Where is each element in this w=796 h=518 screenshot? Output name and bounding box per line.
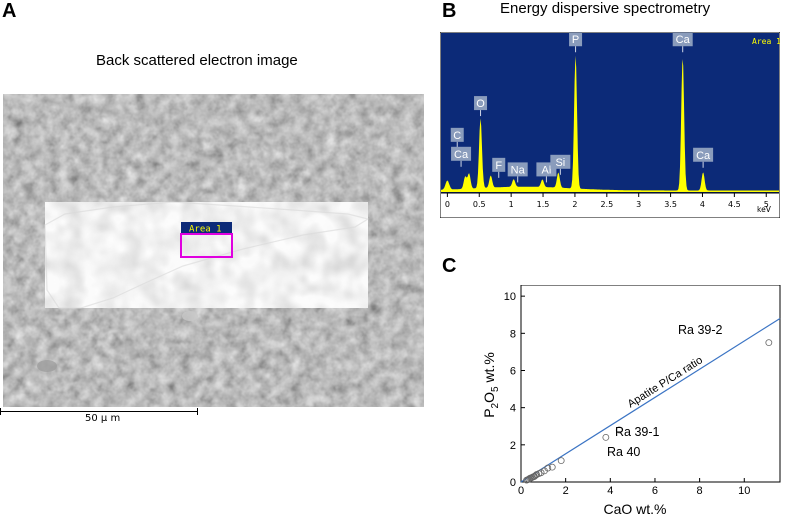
annotation-ra-39-1: Ra 39-1 <box>615 425 660 439</box>
scatter-ylabel: P2O5 wt.% <box>481 352 501 418</box>
eds-peak-label: Ca <box>676 34 691 46</box>
scatter-point <box>602 433 610 441</box>
eds-peak-label-box <box>569 32 583 47</box>
scale-label: 50 μ m <box>85 413 121 424</box>
eds-xtick-label: 2.5 <box>600 200 613 209</box>
scatter-ytick-label: 4 <box>510 403 516 415</box>
eds-peak-label: O <box>476 98 485 110</box>
eds-xunit: keV <box>757 205 772 214</box>
scatter-xtick-label: 6 <box>652 485 658 497</box>
scatter-point <box>523 476 530 484</box>
scatter-ytick-label: 10 <box>504 291 516 303</box>
eds-xtick-label: 3.5 <box>664 200 677 209</box>
scatter-ytick-label: 6 <box>510 365 516 377</box>
eds-peak-label-box <box>492 157 506 172</box>
eds-xtick-label: 1 <box>509 200 514 209</box>
annotation-ra-40: Ra 40 <box>607 445 640 459</box>
scatter-xtick-label: 8 <box>697 485 703 497</box>
eds-peak-label-box <box>474 96 488 111</box>
eds-xtick-label: 5 <box>764 200 769 209</box>
eds-peak-label-box <box>693 147 714 162</box>
scatter-ytick-label: 2 <box>510 440 516 452</box>
area-1-label: Area 1 <box>189 225 222 235</box>
eds-peak-label: Ca <box>454 149 469 161</box>
scatter-xtick-label: 0 <box>518 485 524 497</box>
scale-bar <box>0 411 198 412</box>
eds-peak-label-box <box>451 146 472 161</box>
area-1-label-box <box>181 222 232 234</box>
eds-area-label: Area 1 <box>752 37 780 46</box>
scatter-point <box>557 457 565 465</box>
apatite-ratio-label: Apatite P/Ca ratio <box>626 354 705 410</box>
eds-peak-label: F <box>495 160 502 172</box>
eds-peak-label: Al <box>542 164 552 176</box>
scatter-xlabel: CaO wt.% <box>603 501 666 517</box>
eds-peak-label: P <box>572 34 579 46</box>
panel-a-letter: A <box>2 0 17 22</box>
scale-bar-tick-left <box>0 408 1 415</box>
panel-b-title: Energy dispersive spectrometry <box>500 0 711 17</box>
eds-xtick-label: 4 <box>700 200 705 209</box>
scatter-chart: 0 2 4 6 8 10 0 2 4 6 8 10 Apatite P/Ca ratio Ra 39-… <box>481 285 781 517</box>
scatter-point <box>765 339 773 347</box>
area-1-box <box>180 233 233 258</box>
panel-b-letter: B <box>442 0 457 22</box>
eds-plot-background <box>441 33 779 193</box>
eds-peak-label-box <box>450 127 464 142</box>
apatite-ratio-line <box>520 317 781 483</box>
scatter-point <box>541 467 548 475</box>
scatter-xtick-label: 4 <box>607 485 613 497</box>
eds-xtick-label: 1.5 <box>537 200 550 209</box>
eds-peak-label-box <box>550 154 571 169</box>
eds-xtick-label: 0.5 <box>473 200 486 209</box>
eds-xtick-label: 4.5 <box>728 200 741 209</box>
scatter-ytick-label: 8 <box>510 328 516 340</box>
eds-peak-label: Ca <box>696 150 711 162</box>
scale-bar-tick-right <box>197 408 198 415</box>
eds-peak-label: Si <box>555 157 565 169</box>
eds-xtick-label: 0 <box>445 200 450 209</box>
eds-xtick-label: 3 <box>636 200 641 209</box>
sem-image: Area 1 <box>3 94 424 407</box>
panel-c-letter: C <box>442 255 457 277</box>
eds-peak-label-box <box>672 32 693 47</box>
eds-xtick-label: 2 <box>572 200 577 209</box>
panel-a-title: Back scattered electron image <box>96 52 298 69</box>
eds-peak-label: C <box>453 130 461 142</box>
scatter-xtick-label: 2 <box>563 485 569 497</box>
scatter-point <box>615 426 623 434</box>
eds-peak-label-box <box>507 162 528 177</box>
annotation-ra-39-2: Ra 39-2 <box>678 323 723 337</box>
scatter-point <box>526 474 534 482</box>
scatter-point <box>548 463 556 471</box>
eds-peak-label: Na <box>511 164 526 176</box>
particle <box>45 202 368 308</box>
scatter-frame <box>520 285 781 483</box>
scatter-ytick-label: 0 <box>510 477 516 489</box>
scatter-xtick-label: 10 <box>738 485 750 497</box>
